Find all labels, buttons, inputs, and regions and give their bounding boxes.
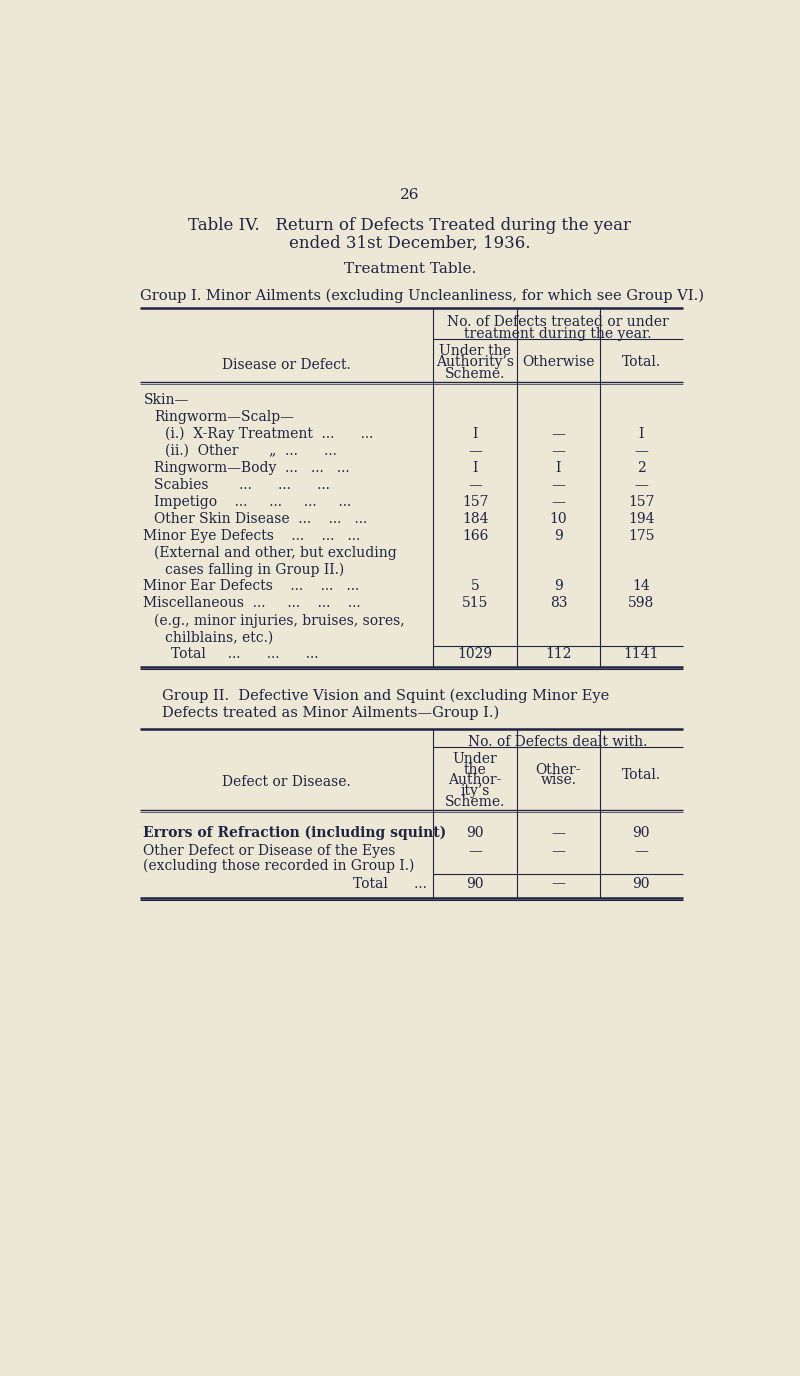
Text: —: — bbox=[551, 427, 566, 440]
Text: 1029: 1029 bbox=[458, 647, 493, 660]
Text: 598: 598 bbox=[628, 596, 654, 611]
Text: Errors of Refraction (including squint): Errors of Refraction (including squint) bbox=[143, 826, 446, 841]
Text: Table IV.   Return of Defects Treated during the year: Table IV. Return of Defects Treated duri… bbox=[189, 217, 631, 234]
Text: (ii.)  Other       „  ...      ...: (ii.) Other „ ... ... bbox=[165, 444, 337, 458]
Text: —: — bbox=[634, 444, 648, 458]
Text: 9: 9 bbox=[554, 528, 562, 542]
Text: 515: 515 bbox=[462, 596, 488, 611]
Text: the: the bbox=[464, 762, 486, 776]
Text: 175: 175 bbox=[628, 528, 654, 542]
Text: 10: 10 bbox=[550, 512, 567, 526]
Text: Defect or Disease.: Defect or Disease. bbox=[222, 775, 351, 788]
Text: —: — bbox=[468, 477, 482, 491]
Text: —: — bbox=[551, 826, 566, 839]
Text: No. of Defects treated or under: No. of Defects treated or under bbox=[447, 315, 669, 329]
Text: 184: 184 bbox=[462, 512, 488, 526]
Text: Disease or Defect.: Disease or Defect. bbox=[222, 358, 351, 372]
Text: Total.: Total. bbox=[622, 355, 661, 369]
Text: No. of Defects dealt with.: No. of Defects dealt with. bbox=[468, 735, 648, 749]
Text: Treatment Table.: Treatment Table. bbox=[344, 263, 476, 277]
Text: Author-: Author- bbox=[449, 773, 502, 787]
Text: (e.g., minor injuries, bruises, sores,: (e.g., minor injuries, bruises, sores, bbox=[154, 614, 405, 627]
Text: I: I bbox=[556, 461, 561, 475]
Text: chilblains, etc.): chilblains, etc.) bbox=[165, 630, 274, 644]
Text: Miscellaneous  ...     ...    ...    ...: Miscellaneous ... ... ... ... bbox=[143, 596, 361, 611]
Text: Other Skin Disease  ...    ...   ...: Other Skin Disease ... ... ... bbox=[154, 512, 367, 526]
Text: 157: 157 bbox=[462, 495, 488, 509]
Text: Defects treated as Minor Ailments—Group I.): Defects treated as Minor Ailments—Group … bbox=[162, 706, 499, 720]
Text: Ringworm—Scalp—: Ringworm—Scalp— bbox=[154, 410, 294, 424]
Text: 9: 9 bbox=[554, 579, 562, 593]
Text: cases falling in Group II.): cases falling in Group II.) bbox=[165, 563, 344, 577]
Text: —: — bbox=[634, 477, 648, 491]
Text: wise.: wise. bbox=[541, 773, 577, 787]
Text: —: — bbox=[468, 845, 482, 859]
Text: 83: 83 bbox=[550, 596, 567, 611]
Text: ity’s: ity’s bbox=[461, 784, 490, 798]
Text: Other Defect or Disease of the Eyes: Other Defect or Disease of the Eyes bbox=[143, 845, 396, 859]
Text: 112: 112 bbox=[545, 647, 572, 660]
Text: (External and other, but excluding: (External and other, but excluding bbox=[154, 545, 397, 560]
Text: —: — bbox=[551, 845, 566, 859]
Text: Total      ...: Total ... bbox=[353, 877, 427, 890]
Text: Total     ...      ...      ...: Total ... ... ... bbox=[171, 647, 318, 660]
Text: Authority’s: Authority’s bbox=[436, 355, 514, 369]
Text: Skin—: Skin— bbox=[143, 394, 189, 407]
Text: 90: 90 bbox=[466, 877, 484, 890]
Text: ended 31st December, 1936.: ended 31st December, 1936. bbox=[290, 234, 530, 252]
Text: 90: 90 bbox=[633, 826, 650, 839]
Text: 26: 26 bbox=[400, 189, 420, 202]
Text: —: — bbox=[551, 477, 566, 491]
Text: Impetigo    ...     ...     ...     ...: Impetigo ... ... ... ... bbox=[154, 495, 351, 509]
Text: Total.: Total. bbox=[622, 768, 661, 782]
Text: —: — bbox=[468, 444, 482, 458]
Text: Scabies       ...      ...      ...: Scabies ... ... ... bbox=[154, 477, 330, 491]
Text: —: — bbox=[634, 845, 648, 859]
Text: 157: 157 bbox=[628, 495, 654, 509]
Text: 166: 166 bbox=[462, 528, 488, 542]
Text: Scheme.: Scheme. bbox=[445, 367, 506, 381]
Text: (i.)  X-Ray Treatment  ...      ...: (i.) X-Ray Treatment ... ... bbox=[165, 427, 374, 442]
Text: Minor Eye Defects    ...    ...   ...: Minor Eye Defects ... ... ... bbox=[143, 528, 361, 542]
Text: I: I bbox=[473, 461, 478, 475]
Text: 194: 194 bbox=[628, 512, 654, 526]
Text: —: — bbox=[551, 495, 566, 509]
Text: 2: 2 bbox=[637, 461, 646, 475]
Text: 90: 90 bbox=[466, 826, 484, 839]
Text: 1141: 1141 bbox=[623, 647, 659, 660]
Text: I: I bbox=[638, 427, 644, 440]
Text: Other-: Other- bbox=[536, 762, 581, 776]
Text: Otherwise: Otherwise bbox=[522, 355, 594, 369]
Text: —: — bbox=[551, 444, 566, 458]
Text: 14: 14 bbox=[633, 579, 650, 593]
Text: —: — bbox=[551, 877, 566, 890]
Text: Group I. Minor Ailments (excluding Uncleanliness, for which see Group VI.): Group I. Minor Ailments (excluding Uncle… bbox=[140, 289, 704, 303]
Text: Under: Under bbox=[453, 751, 498, 766]
Text: Under the: Under the bbox=[439, 344, 511, 358]
Text: I: I bbox=[473, 427, 478, 440]
Text: 5: 5 bbox=[470, 579, 479, 593]
Text: Scheme.: Scheme. bbox=[445, 795, 506, 809]
Text: 90: 90 bbox=[633, 877, 650, 890]
Text: Ringworm—Body  ...   ...   ...: Ringworm—Body ... ... ... bbox=[154, 461, 350, 475]
Text: Minor Ear Defects    ...    ...   ...: Minor Ear Defects ... ... ... bbox=[143, 579, 360, 593]
Text: treatment during the year.: treatment during the year. bbox=[464, 327, 652, 341]
Text: Group II.  Defective Vision and Squint (excluding Minor Eye: Group II. Defective Vision and Squint (e… bbox=[162, 689, 610, 703]
Text: (excluding those recorded in Group I.): (excluding those recorded in Group I.) bbox=[143, 859, 414, 872]
